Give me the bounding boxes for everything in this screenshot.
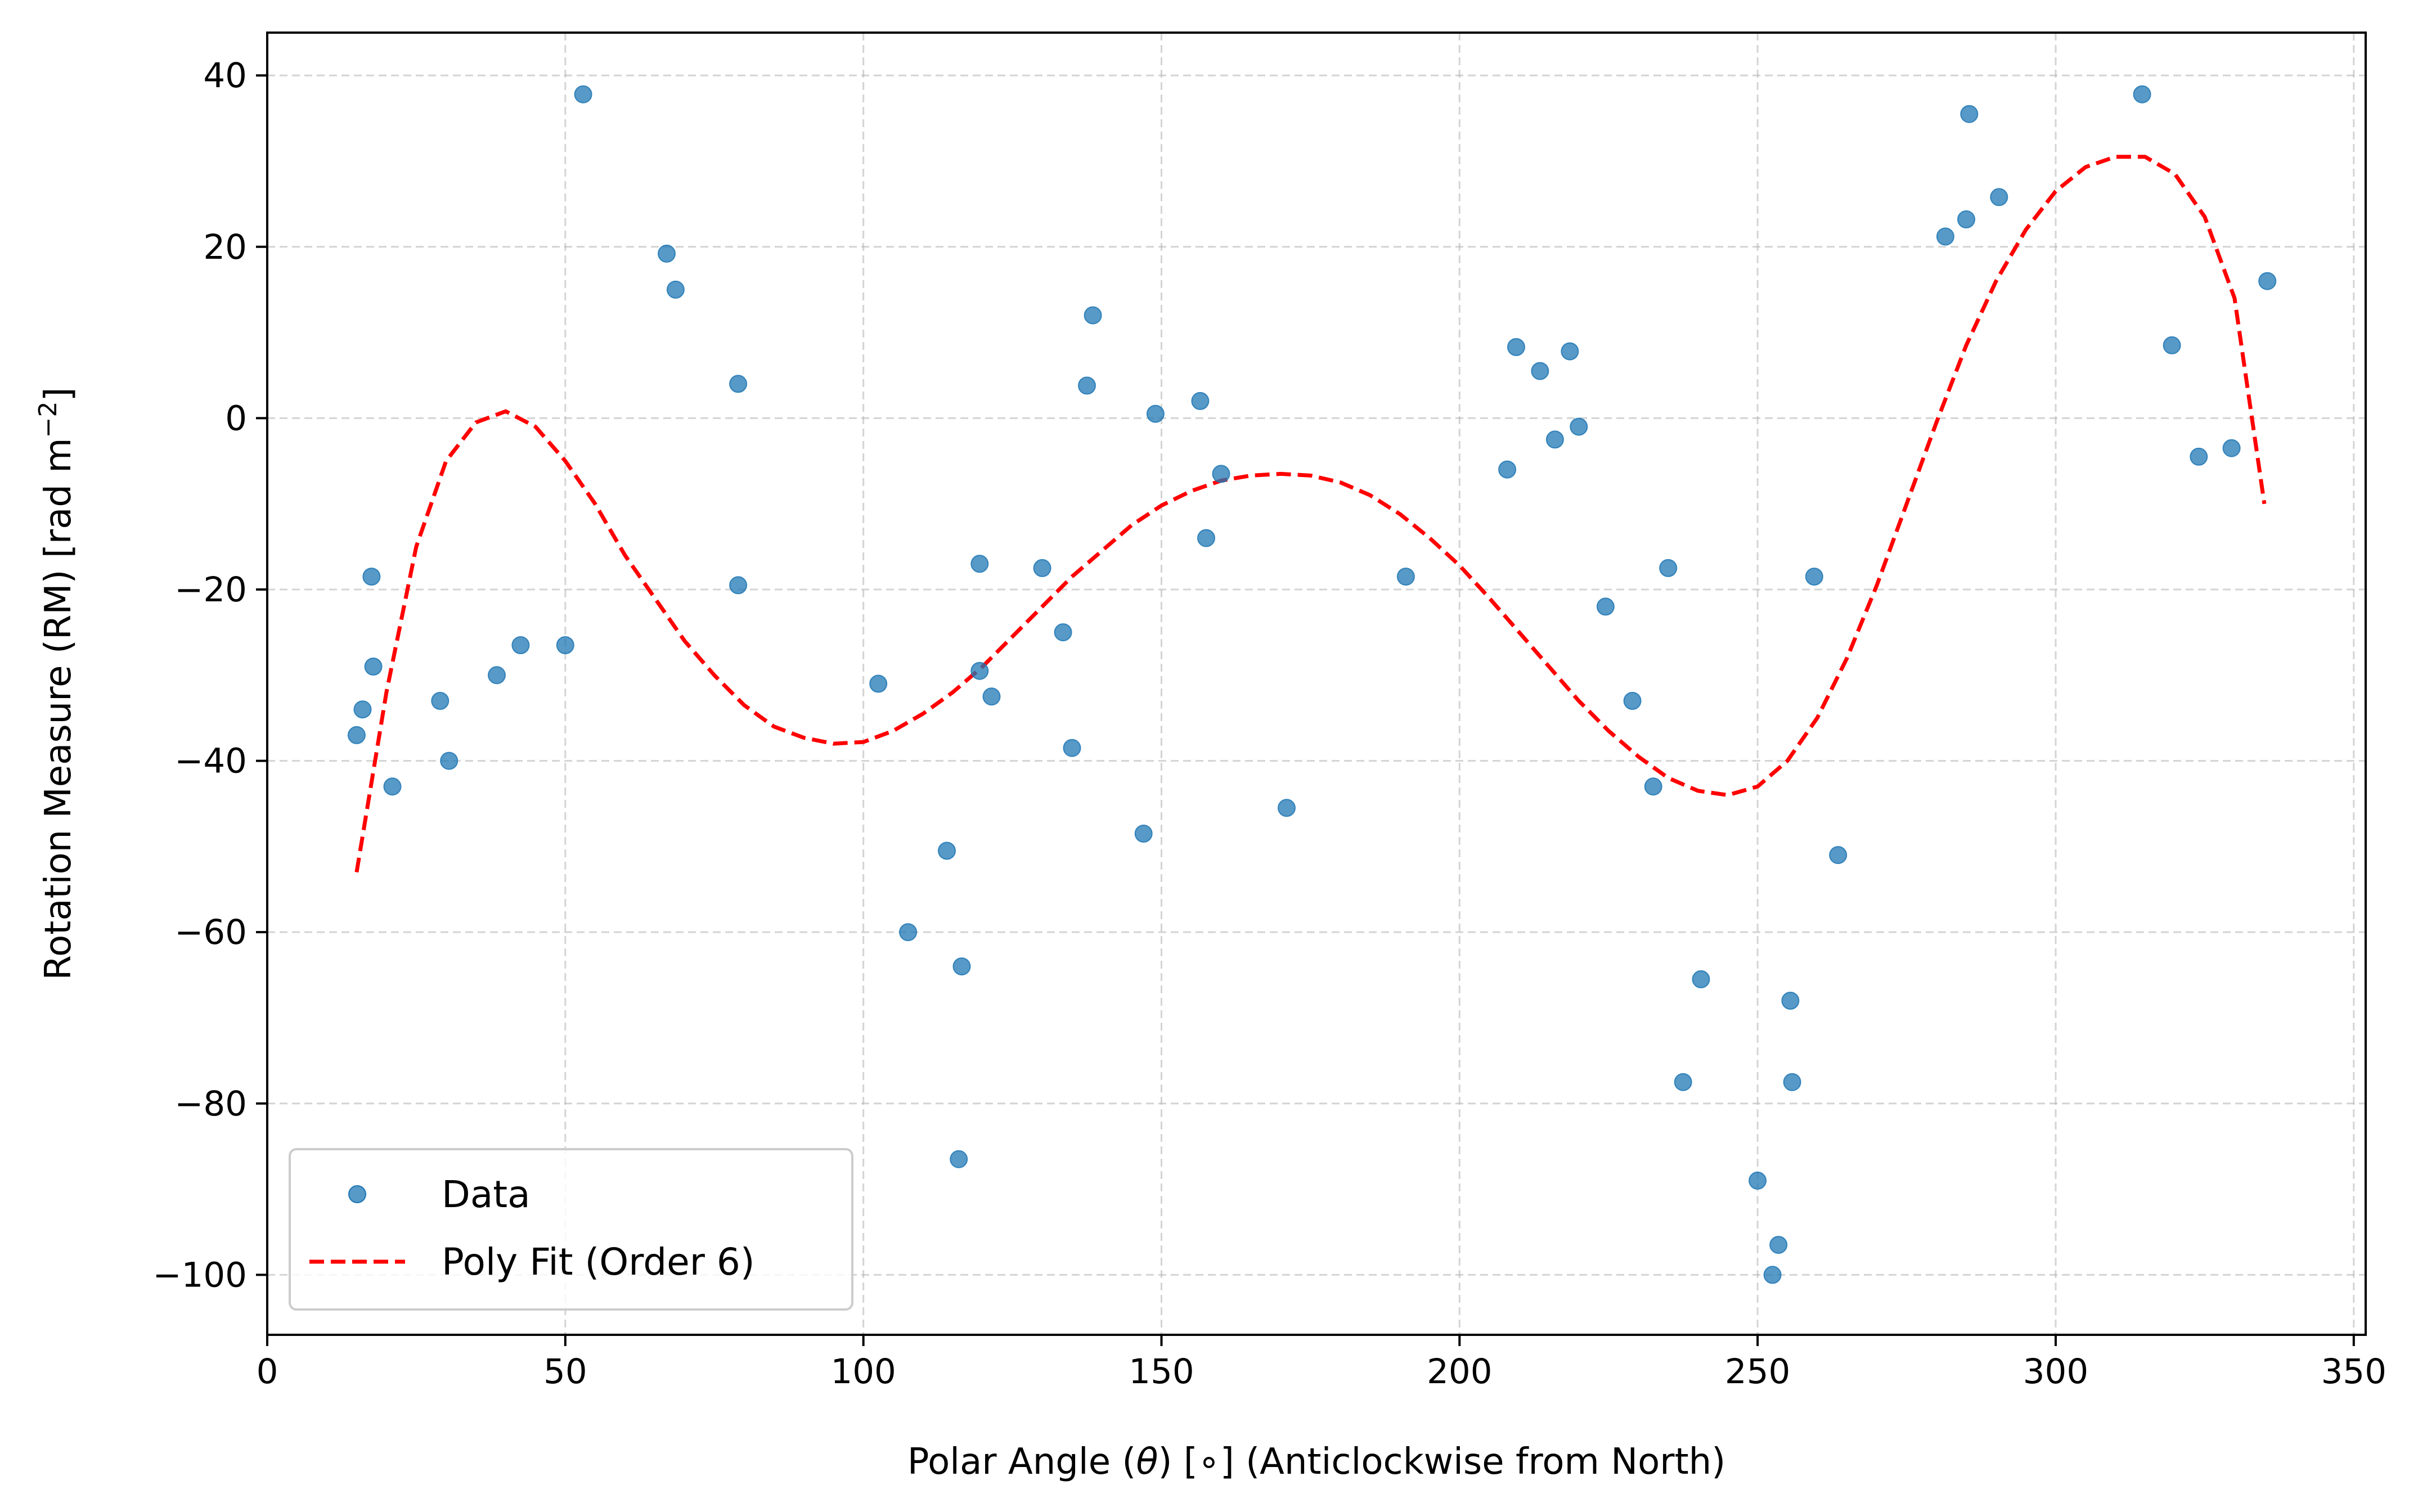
x-tick-label: 50 bbox=[543, 1352, 587, 1392]
data-point bbox=[364, 658, 383, 676]
data-point bbox=[1990, 188, 2008, 206]
data-series bbox=[347, 85, 2277, 1284]
data-point bbox=[1531, 362, 1549, 380]
data-point bbox=[1498, 460, 1517, 479]
data-point bbox=[1596, 597, 1615, 616]
y-tick-label: 20 bbox=[203, 227, 247, 267]
data-point bbox=[658, 244, 676, 263]
data-point bbox=[1078, 376, 1096, 395]
y-axis-label-sup: −2 bbox=[34, 401, 62, 438]
data-point bbox=[1396, 568, 1415, 586]
y-tick-label: −20 bbox=[174, 570, 247, 610]
data-point bbox=[666, 280, 685, 299]
x-tick-label: 350 bbox=[2321, 1352, 2386, 1392]
x-axis-label-symbol: θ bbox=[1136, 1441, 1158, 1483]
data-point bbox=[1783, 1073, 1801, 1091]
data-point bbox=[729, 375, 748, 393]
data-point bbox=[1212, 465, 1230, 483]
y-tick-label: −60 bbox=[174, 912, 247, 952]
data-point bbox=[1692, 970, 1710, 988]
data-point bbox=[1033, 559, 1051, 577]
data-point bbox=[353, 700, 372, 719]
y-tick-label: −40 bbox=[174, 741, 247, 781]
legend: Data Poly Fit (Order 6) bbox=[289, 1148, 853, 1311]
data-point bbox=[574, 85, 592, 104]
data-point bbox=[556, 636, 574, 654]
data-point bbox=[1278, 799, 1296, 817]
data-point bbox=[1960, 105, 1979, 123]
data-point bbox=[1146, 404, 1165, 423]
data-point bbox=[1623, 692, 1642, 710]
y-axis-label: Rotation Measure (RM) [rad m−2] bbox=[34, 388, 80, 980]
data-point bbox=[1659, 559, 1678, 577]
data-point bbox=[2163, 336, 2181, 354]
data-point bbox=[2222, 439, 2241, 457]
data-point bbox=[970, 555, 989, 573]
data-point bbox=[1084, 306, 1102, 325]
data-point bbox=[950, 1150, 968, 1168]
data-point bbox=[1507, 338, 1525, 356]
x-axis-label-rest: ) [∘] (Anticlockwise from North) bbox=[1158, 1441, 1726, 1483]
data-point bbox=[2190, 447, 2208, 466]
data-point bbox=[1781, 992, 1800, 1010]
data-point bbox=[440, 752, 459, 770]
data-point bbox=[1561, 342, 1579, 361]
data-point bbox=[383, 777, 402, 796]
data-point bbox=[1644, 777, 1662, 796]
legend-label-data: Data bbox=[442, 1173, 531, 1216]
fit-line bbox=[354, 155, 2267, 873]
legend-box bbox=[289, 1148, 853, 1311]
data-point bbox=[899, 923, 918, 942]
poly-fit-series bbox=[354, 155, 2267, 873]
legend-label-fit: Poly Fit (Order 6) bbox=[442, 1240, 755, 1284]
data-point bbox=[729, 576, 748, 595]
data-point bbox=[1545, 430, 1564, 449]
x-axis-label-main: Polar Angle ( bbox=[907, 1441, 1136, 1483]
x-tick-label: 250 bbox=[1725, 1352, 1790, 1392]
x-axis-label: Polar Angle (θ) [∘] (Anticlockwise from … bbox=[907, 1441, 1725, 1483]
data-point bbox=[1957, 210, 1975, 228]
data-point bbox=[938, 842, 956, 860]
data-point bbox=[347, 726, 366, 744]
data-point bbox=[1763, 1266, 1782, 1284]
y-tick-label: 40 bbox=[203, 56, 247, 96]
y-tick-label: −100 bbox=[152, 1255, 247, 1295]
data-point bbox=[1197, 529, 1215, 547]
data-point bbox=[2258, 272, 2277, 290]
data-point bbox=[1936, 227, 1954, 246]
data-point bbox=[511, 636, 530, 654]
x-tick-label: 300 bbox=[2023, 1352, 2088, 1392]
data-point bbox=[869, 674, 888, 693]
data-point bbox=[431, 692, 450, 710]
data-point bbox=[1805, 568, 1823, 586]
data-point bbox=[982, 687, 1001, 706]
x-tick-label: 200 bbox=[1427, 1352, 1492, 1392]
data-point bbox=[1570, 417, 1588, 436]
x-tick-label: 100 bbox=[830, 1352, 896, 1392]
grid bbox=[266, 33, 2366, 1335]
data-point bbox=[1749, 1171, 1767, 1190]
y-tick-label: 0 bbox=[225, 398, 247, 438]
y-axis-label-end: ] bbox=[38, 388, 79, 402]
x-tick-label: 150 bbox=[1129, 1352, 1194, 1392]
plot-area-frame bbox=[266, 32, 2367, 1336]
data-point bbox=[488, 666, 506, 685]
data-point bbox=[1063, 739, 1081, 757]
legend-data-marker bbox=[348, 1185, 366, 1203]
x-tick-label: 0 bbox=[257, 1352, 278, 1392]
data-point bbox=[1054, 623, 1072, 642]
axis-ticks: 0 50 100 150 200 250 300 35040200−20−40−60−80−1… bbox=[152, 56, 2386, 1392]
data-point bbox=[1191, 392, 1210, 410]
data-point bbox=[1134, 825, 1153, 843]
data-point bbox=[952, 957, 971, 976]
data-point bbox=[1829, 846, 1848, 865]
data-point bbox=[1674, 1073, 1692, 1091]
data-point bbox=[2133, 85, 2151, 104]
data-point bbox=[1769, 1236, 1788, 1254]
data-point bbox=[970, 662, 989, 680]
y-axis-label-main: Rotation Measure (RM) [rad m bbox=[38, 438, 79, 980]
y-tick-label: −80 bbox=[174, 1084, 247, 1124]
data-point bbox=[362, 568, 381, 586]
